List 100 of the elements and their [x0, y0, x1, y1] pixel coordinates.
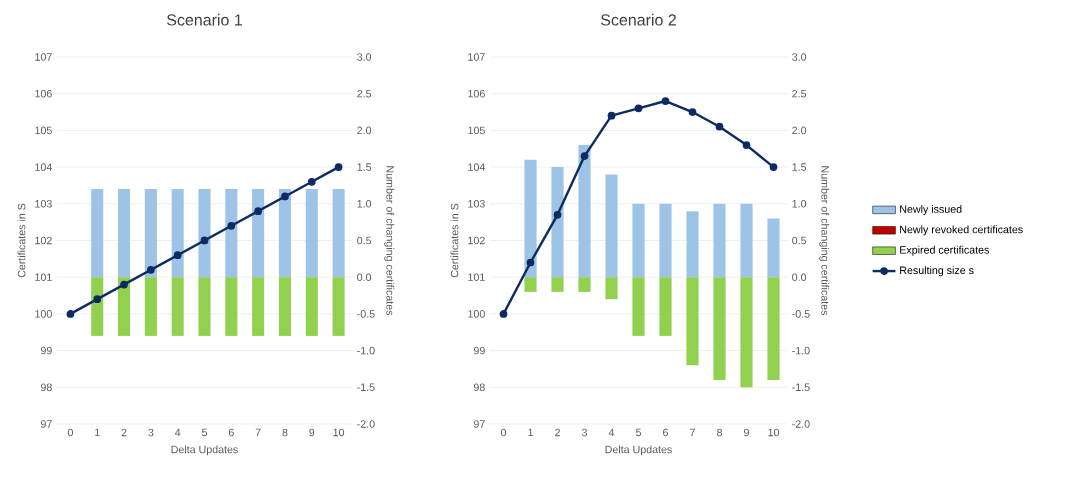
y-tick-label: 101: [35, 273, 52, 281]
y2-tick-label: 1.5: [357, 163, 372, 171]
y2-tick-label: 0.5: [792, 236, 807, 245]
x-tick-label: 9: [744, 428, 749, 437]
y2-tick-label: 0.0: [792, 273, 807, 281]
legend-label: Newly issued: [900, 205, 962, 215]
x-tick-label: 8: [717, 428, 722, 437]
x-axis-title: Delta Updates: [605, 445, 672, 456]
x-tick-label: 6: [663, 428, 668, 437]
point: [254, 207, 263, 215]
point: [147, 265, 155, 274]
y2-axis-title: Number of changing certificates: [819, 166, 830, 316]
legend-label: Newly revoked certificates: [900, 225, 1023, 236]
y-tick-label: 103: [468, 200, 485, 208]
legend-label: Resulting size s: [900, 266, 974, 277]
y2-tick-label: 3.0: [357, 53, 372, 61]
bar: [524, 159, 537, 278]
y-tick-label: 100: [468, 310, 485, 318]
y2-tick-label: 0.0: [357, 273, 372, 281]
point: [769, 163, 778, 171]
y2-tick-label: -1.5: [357, 383, 375, 392]
bar: [713, 277, 726, 380]
y-tick-label: 97: [40, 420, 52, 428]
y2-tick-label: -0.5: [357, 310, 375, 318]
bar: [632, 277, 645, 336]
bar: [551, 167, 564, 278]
y-tick-label: 103: [35, 200, 52, 208]
y2-tick-label: -2.0: [792, 420, 810, 428]
x-tick-label: 2: [555, 428, 560, 437]
y-tick-label: 100: [35, 310, 52, 318]
y2-tick-label: 2.5: [357, 89, 372, 98]
y-tick-label: 105: [35, 126, 52, 135]
bar: [605, 174, 618, 278]
x-tick-label: 10: [333, 428, 345, 437]
y2-tick-label: 2.0: [792, 126, 807, 135]
point: [580, 152, 589, 160]
y2-tick-label: 2.0: [357, 126, 372, 135]
bar: [713, 203, 726, 278]
y-tick-label: 98: [40, 383, 52, 392]
point: [307, 177, 316, 186]
x-tick-label: 8: [282, 428, 288, 437]
point: [553, 210, 562, 219]
bar: [578, 145, 591, 278]
point: [227, 221, 236, 230]
y2-tick-label: 3.0: [792, 53, 807, 61]
y-tick-label: 107: [35, 53, 52, 61]
y-tick-label: 102: [468, 236, 485, 245]
point: [499, 310, 508, 318]
x-tick-label: 3: [581, 428, 587, 437]
bar: [767, 277, 780, 380]
point: [526, 258, 535, 267]
bar: [659, 277, 672, 336]
y-tick-label: 104: [468, 163, 485, 171]
x-tick-label: 1: [95, 428, 100, 437]
x-tick-label: 0: [67, 428, 73, 437]
y-tick-label: 101: [468, 273, 485, 281]
bar: [659, 203, 672, 278]
bar: [632, 203, 645, 278]
y2-tick-label: 1.0: [792, 200, 807, 208]
y-tick-label: 98: [473, 383, 485, 392]
x-tick-label: 4: [174, 428, 181, 437]
x-tick-label: 0: [500, 428, 507, 437]
point: [66, 310, 75, 318]
point: [334, 163, 343, 171]
point: [688, 108, 697, 116]
chart-title: Scenario 2: [600, 13, 676, 26]
x-tick-label: 2: [121, 428, 127, 437]
y2-tick-label: -1.0: [357, 346, 375, 355]
y2-axis-title: Number of changing certificates: [384, 166, 395, 316]
point: [281, 192, 289, 201]
bar: [551, 277, 564, 292]
y-tick-label: 99: [40, 346, 52, 355]
y-tick-label: 99: [473, 346, 485, 355]
x-tick-label: 10: [768, 428, 780, 437]
bar: [740, 277, 753, 388]
bar: [767, 218, 780, 278]
y2-tick-label: 1.5: [792, 163, 807, 171]
x-tick-label: 5: [201, 428, 208, 437]
point: [715, 122, 724, 131]
point: [607, 111, 616, 120]
y-tick-label: 102: [35, 236, 52, 245]
legend-label: Expired certificates: [900, 245, 989, 256]
bar: [686, 277, 699, 366]
point: [93, 295, 102, 304]
point: [120, 280, 128, 289]
y2-tick-label: 0.5: [357, 236, 372, 245]
x-tick-label: 6: [228, 428, 234, 437]
bar: [740, 203, 753, 278]
y-tick-label: 107: [468, 53, 485, 61]
bar: [524, 277, 537, 292]
y-tick-label: 106: [35, 89, 52, 98]
x-tick-label: 5: [635, 428, 642, 437]
x-tick-label: 9: [309, 428, 315, 437]
bar: [686, 211, 699, 278]
point: [742, 141, 751, 149]
point: [173, 251, 182, 260]
bar: [605, 277, 618, 300]
y2-tick-label: -1.0: [792, 346, 810, 355]
bar: [578, 277, 591, 292]
chart-title: Scenario 1: [167, 13, 242, 26]
